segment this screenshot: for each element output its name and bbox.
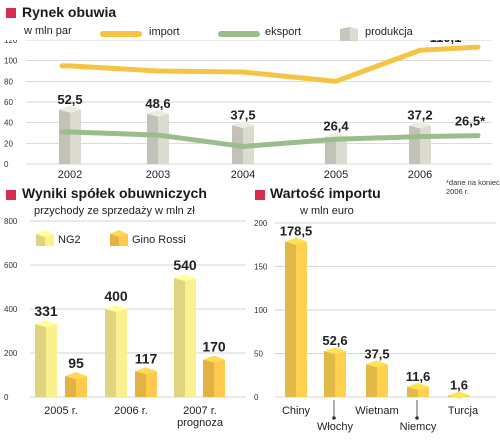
y-tick-label: 20	[4, 139, 13, 148]
bar-ng2	[105, 305, 127, 397]
legend-swatch-eksport	[218, 31, 260, 37]
data-label: 117	[135, 350, 158, 366]
data-label: 170	[202, 339, 226, 355]
y-tick-label: 600	[4, 261, 18, 270]
data-label: 400	[104, 288, 128, 304]
legend-label-import: import	[149, 26, 180, 38]
x-tick-label: Wietnam	[355, 405, 398, 417]
chart-title: Wartość importu	[270, 185, 381, 201]
chart-rynek-obuwia: 0 20 40 60 80 100 120 52,5 48,6 37,5 26,4 37,2 110,1…	[4, 40, 492, 180]
data-label: 540	[173, 257, 197, 273]
x-tick-label: 2004	[231, 169, 255, 180]
legend-label-produkcja: produkcja	[365, 26, 413, 38]
bar-import	[285, 237, 307, 397]
x-tick-label: Chiny	[282, 405, 311, 417]
data-label: 95	[68, 355, 84, 371]
data-label: 178,5	[280, 224, 313, 239]
y-tick-label: 40	[4, 119, 13, 128]
data-label: 52,5	[57, 92, 82, 107]
y-tick-label: 200	[4, 349, 18, 358]
chart-wartosc-importu: 0 50 100 150 200 178,5 52,6 37,5 11,6 1,6 Chiny Wło…	[254, 219, 496, 433]
data-label: 11,6	[406, 369, 431, 384]
chart-subtitle: w mln par	[24, 25, 72, 37]
bar-import	[448, 391, 470, 399]
data-label: 331	[34, 303, 58, 319]
bar-ng2	[174, 274, 196, 397]
x-tick-sublabel: prognoza	[177, 417, 224, 429]
leader-dot	[332, 416, 336, 420]
y-tick-label: 800	[4, 218, 18, 226]
chart-wyniki-spolek: 0 200 400 600 800 NG2 Gino Rossi 331 400 540 95 117…	[4, 218, 246, 429]
footnote: *dane na koniec 2006 r.	[446, 178, 500, 196]
series-line-eksport	[59, 129, 481, 149]
chart-subtitle: przychody ze sprzedaży w mln zł	[34, 205, 195, 217]
x-tick-label: 2006 r.	[114, 405, 148, 417]
legend-swatch-produkcja	[340, 27, 358, 41]
bar-import	[366, 360, 388, 397]
series-line-import	[59, 44, 481, 84]
bar-gino-rossi	[135, 367, 157, 397]
y-tick-label: 60	[4, 98, 13, 107]
chart-title: Wyniki spółek obuwniczych	[22, 185, 207, 201]
data-label: 37,5	[364, 346, 389, 361]
x-tick-label: 2006	[408, 169, 432, 180]
y-tick-label: 0	[254, 393, 259, 402]
data-label: 26,4	[323, 119, 349, 134]
legend-label-eksport: eksport	[265, 26, 302, 38]
x-tick-label: Niemcy	[400, 421, 437, 433]
leader-dot	[415, 416, 419, 420]
y-tick-label: 400	[4, 305, 18, 314]
x-tick-label: Turcja	[448, 405, 479, 417]
y-tick-label: 150	[254, 263, 268, 272]
data-label: 37,2	[407, 108, 432, 123]
title-marker	[6, 190, 16, 200]
x-tick-label: 2005	[324, 169, 348, 180]
y-tick-label: 200	[254, 219, 268, 228]
bar-import	[407, 382, 429, 397]
x-tick-label: 2007 r.	[183, 405, 217, 417]
bar-produkcja	[147, 109, 169, 164]
bar-produkcja	[409, 121, 431, 164]
annotation-eksport: 26,5*	[455, 114, 486, 129]
y-tick-label: 100	[254, 306, 268, 315]
x-tick-label: Włochy	[317, 421, 354, 433]
legend-swatch	[110, 230, 128, 246]
data-label: 48,6	[145, 96, 170, 111]
chart-subtitle: w mln euro	[300, 205, 354, 217]
bar-gino-rossi	[65, 372, 87, 397]
x-tick-label: 2005 r.	[44, 405, 78, 417]
data-label: 37,5	[230, 107, 255, 122]
y-tick-label: 0	[4, 160, 9, 169]
legend-label: NG2	[58, 234, 81, 246]
bar-produkcja	[232, 121, 254, 164]
y-tick-label: 0	[4, 393, 9, 402]
legend-label: Gino Rossi	[132, 234, 186, 246]
annotation-import: 110,1*	[430, 40, 468, 45]
title-marker	[255, 190, 265, 200]
data-label: 52,6	[322, 333, 347, 348]
legend-swatch	[36, 230, 54, 246]
bar-ng2	[35, 320, 57, 397]
x-tick-label: 2003	[146, 169, 170, 180]
bar-produkcja	[59, 105, 81, 164]
y-tick-label: 100	[4, 57, 18, 66]
chart-title: Rynek obuwia	[22, 4, 117, 20]
bar-import	[324, 347, 346, 397]
y-tick-label: 50	[254, 350, 263, 359]
title-marker	[6, 8, 16, 18]
y-tick-label: 120	[4, 40, 18, 45]
x-tick-label: 2002	[58, 169, 82, 180]
data-label: 1,6	[450, 378, 468, 393]
y-tick-label: 80	[4, 77, 13, 86]
bar-gino-rossi	[203, 355, 225, 397]
legend-swatch-import	[100, 31, 142, 37]
